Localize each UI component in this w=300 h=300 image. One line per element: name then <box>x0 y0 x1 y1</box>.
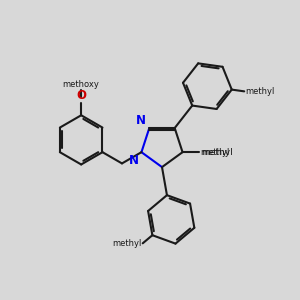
Text: N: N <box>136 113 146 127</box>
Text: methyl: methyl <box>246 87 275 96</box>
Text: methyl: methyl <box>200 148 230 157</box>
Text: N: N <box>129 154 139 167</box>
Text: O: O <box>76 89 86 102</box>
Text: methyl: methyl <box>201 148 233 157</box>
Text: methyl: methyl <box>112 239 141 248</box>
Text: methoxy: methoxy <box>63 80 100 88</box>
